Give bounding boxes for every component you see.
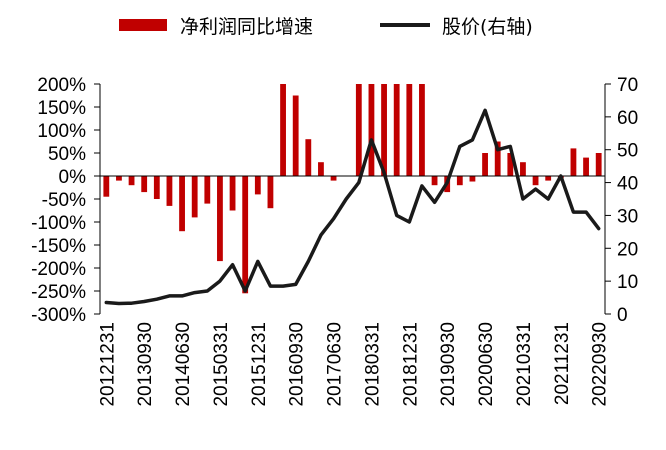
left-axis-ticks: 200%150%100%50%0%-50%-100%-150%-200%-250… [31, 75, 100, 326]
bar [254, 176, 261, 195]
bar [520, 162, 526, 176]
left-tick-label: -200% [31, 259, 86, 280]
bar [532, 176, 539, 186]
right-tick-label: 0 [617, 305, 628, 326]
legend-bar-swatch [119, 19, 167, 31]
right-tick-label: 40 [617, 174, 638, 195]
bar [217, 176, 223, 262]
bar [570, 148, 577, 176]
bar [469, 176, 476, 182]
right-tick-label: 10 [617, 272, 638, 293]
left-tick-label: -250% [31, 282, 86, 303]
x-tick-label: 20150331 [211, 322, 232, 407]
bar [141, 176, 148, 193]
legend-bar-label: 净利润同比增速 [180, 16, 313, 38]
x-tick-label: 20180331 [362, 322, 383, 407]
x-tick-label: 20200630 [476, 322, 497, 407]
x-tick-label: 20211231 [552, 322, 573, 405]
bar [381, 84, 387, 176]
bar [305, 139, 312, 176]
bar [456, 176, 463, 186]
bar [393, 84, 400, 176]
right-tick-label: 20 [617, 239, 638, 260]
left-tick-label: -100% [31, 213, 86, 234]
right-tick-label: 70 [617, 75, 638, 96]
left-tick-label: 150% [37, 98, 86, 119]
x-tick-label: 20220930 [590, 322, 611, 407]
right-tick-label: 30 [617, 206, 638, 227]
bar [267, 176, 274, 209]
bars [103, 84, 602, 294]
bar [153, 176, 160, 199]
bar [318, 162, 324, 176]
x-axis-ticks: 20121231 20130930 20140630 20150331 20151231… [97, 322, 610, 407]
bar [179, 176, 185, 232]
bar [482, 153, 488, 176]
x-tick-label: 20160930 [287, 322, 308, 407]
left-tick-label: 0% [59, 167, 87, 188]
right-tick-label: 50 [617, 141, 638, 162]
left-tick-label: -150% [31, 236, 86, 257]
bar [419, 84, 425, 176]
bar [494, 141, 501, 176]
bar [507, 153, 514, 176]
left-tick-label: 200% [37, 75, 86, 96]
bar [204, 176, 211, 204]
x-tick-label: 20151231 [249, 322, 270, 407]
right-tick-label: 60 [617, 108, 638, 129]
x-tick-label: 20140630 [173, 322, 194, 407]
left-tick-label: -50% [42, 190, 86, 211]
left-tick-label: -300% [31, 305, 86, 326]
bar [545, 176, 552, 181]
bar [191, 176, 198, 218]
bar [280, 84, 286, 176]
bar [368, 84, 375, 176]
bar [166, 176, 173, 206]
x-tick-label: 20210331 [514, 322, 535, 407]
bar [229, 176, 236, 211]
x-tick-label: 20130930 [135, 322, 156, 407]
bar [330, 176, 337, 181]
bar [103, 176, 110, 197]
bar [406, 84, 413, 176]
left-tick-label: 50% [48, 144, 86, 165]
bar [128, 176, 135, 186]
bar [292, 95, 299, 176]
legend: 净利润同比增速 股价(右轴) [119, 16, 533, 38]
right-axis-ticks: 70 60 50 40 30 20 10 0 [605, 75, 638, 326]
x-tick-label: 20190930 [438, 322, 459, 407]
bar [242, 176, 249, 294]
left-tick-label: 100% [37, 121, 86, 142]
bar [431, 176, 438, 186]
x-tick-label: 20121231 [97, 322, 118, 407]
x-tick-label: 20170630 [325, 322, 346, 407]
bar [595, 153, 602, 176]
price-line [104, 108, 601, 306]
x-tick-label: 20181231 [400, 322, 421, 407]
bar [116, 176, 122, 181]
bar [583, 157, 589, 176]
legend-line-label: 股价(右轴) [442, 16, 533, 38]
bar [355, 84, 362, 176]
